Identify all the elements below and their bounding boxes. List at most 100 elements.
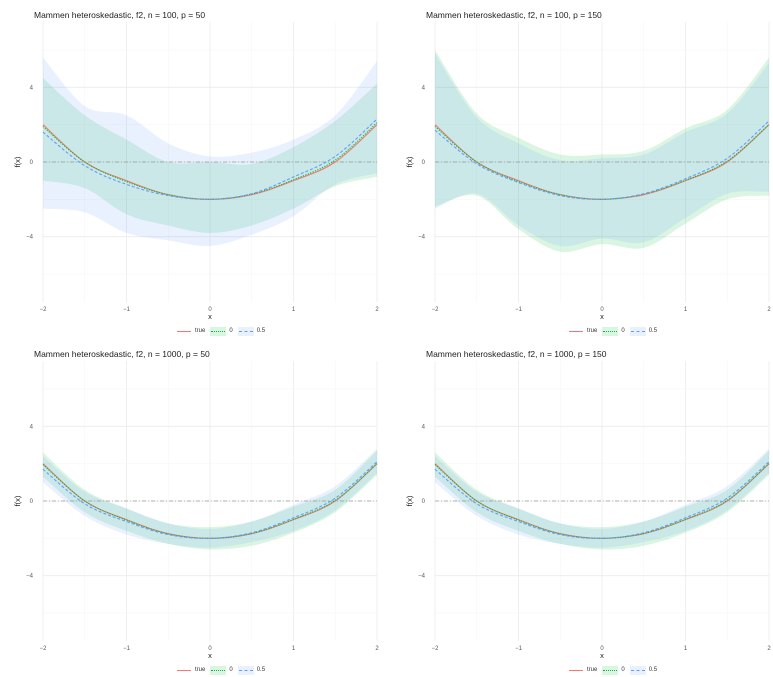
legend-key-0 <box>603 669 618 671</box>
plot-svg: −2 −1 0 1 2 −4 0 4 x f(x) <box>405 22 771 321</box>
x-axis-label: x <box>600 312 604 321</box>
ribbon-05 <box>435 53 769 247</box>
legend-label: 0 <box>229 328 233 334</box>
y-axis-label: f(x) <box>13 495 22 506</box>
x-tick-label: −2 <box>40 307 48 313</box>
panel-title: Mammen heteroskedastic, f2, n = 100, p =… <box>34 10 206 20</box>
legend-label: true <box>587 328 598 334</box>
legend: true 0 0.5 <box>568 664 662 676</box>
legend-swatch <box>629 326 646 336</box>
legend-item: true <box>568 666 597 675</box>
x-tick-label: 2 <box>767 307 771 313</box>
y-tick-label: 4 <box>422 85 426 91</box>
legend-item: 0 <box>210 326 233 336</box>
x-tick-label: 1 <box>292 307 296 313</box>
legend-key-0 <box>211 330 226 332</box>
series-line-05 <box>434 120 770 200</box>
legend-key-0 <box>603 330 618 332</box>
legend-key-true <box>569 330 583 332</box>
legend-item: 0.5 <box>629 665 658 675</box>
plot-svg: −2 −1 0 1 2 −4 0 4 x f(x) <box>405 361 771 660</box>
y-tick-label: 0 <box>30 499 34 505</box>
series-line-0 <box>434 124 770 200</box>
x-axis-label: x <box>600 651 604 660</box>
panel-title: Mammen heteroskedastic, f2, n = 1000, p … <box>426 349 607 359</box>
series-line-true <box>42 124 378 200</box>
legend-swatch <box>176 327 192 336</box>
legend-key-05 <box>238 669 253 671</box>
legend-key-true <box>177 669 191 671</box>
x-tick-label: 0 <box>600 646 604 652</box>
legend-swatch <box>210 326 227 336</box>
legend-label: true <box>195 328 206 334</box>
legend-key-05 <box>630 330 645 332</box>
x-tick-label: −1 <box>123 307 131 313</box>
chart-panel-n1000-p50: Mammen heteroskedastic, f2, n = 1000, p … <box>0 339 386 677</box>
x-axis-label: x <box>208 312 212 321</box>
legend-label: 0.5 <box>256 328 266 334</box>
y-tick-label: 0 <box>30 160 34 166</box>
x-tick-label: −1 <box>515 646 523 652</box>
y-tick-label: 4 <box>30 85 34 91</box>
ribbon-0 <box>435 50 769 253</box>
panel-title: Mammen heteroskedastic, f2, n = 100, p =… <box>426 10 602 20</box>
legend-label: true <box>587 667 598 673</box>
x-tick-label: 2 <box>375 646 379 652</box>
legend-label: 0 <box>621 667 625 673</box>
y-tick-label: −4 <box>418 574 426 580</box>
legend: true 0 0.5 <box>568 325 662 337</box>
y-tick-label: −4 <box>418 235 426 241</box>
x-tick-label: 2 <box>375 307 379 313</box>
legend: true 0 0.5 <box>176 325 270 337</box>
legend-item: true <box>176 666 205 675</box>
legend-key-true <box>569 669 583 671</box>
ribbon-05 <box>43 57 377 247</box>
y-axis-label: f(x) <box>405 156 414 167</box>
y-axis-label: f(x) <box>405 495 414 506</box>
y-axis-label: f(x) <box>13 156 22 167</box>
y-tick-label: −4 <box>26 235 34 241</box>
y-tick-label: 0 <box>422 160 426 166</box>
x-tick-label: 2 <box>767 646 771 652</box>
series-line-05 <box>42 118 378 200</box>
legend-item: 0 <box>602 665 625 675</box>
legend-swatch <box>176 666 192 675</box>
legend-item: true <box>568 327 597 336</box>
legend-item: true <box>176 327 205 336</box>
legend-item: 0.5 <box>237 665 265 675</box>
legend-swatch <box>568 666 584 675</box>
x-tick-label: 1 <box>292 646 296 652</box>
panel-title: Mammen heteroskedastic, f2, n = 1000, p … <box>34 349 210 359</box>
legend-swatch <box>602 665 619 675</box>
plot-svg: −2 −1 0 1 2 −4 0 4 x f(x) <box>13 22 379 321</box>
x-tick-label: −2 <box>40 646 48 652</box>
legend-label: 0.5 <box>648 328 658 334</box>
legend-item: 0 <box>210 665 233 675</box>
series-line-05 <box>434 461 770 539</box>
plot-svg: −2 −1 0 1 2 −4 0 4 x f(x) <box>13 361 379 660</box>
legend-key-05 <box>630 669 645 671</box>
legend-key-05 <box>238 330 253 332</box>
legend-swatch <box>237 326 254 336</box>
y-tick-label: 4 <box>422 424 426 430</box>
legend-key-true <box>177 330 191 332</box>
x-tick-label: 0 <box>208 646 212 652</box>
chart-panel-n100-p50: Mammen heteroskedastic, f2, n = 100, p =… <box>0 0 386 338</box>
y-tick-label: −4 <box>26 574 34 580</box>
legend-key-0 <box>211 669 226 671</box>
x-tick-label: 0 <box>600 307 604 313</box>
legend-label: 0.5 <box>648 667 658 673</box>
ribbon-05 <box>435 448 769 548</box>
legend-label: 0 <box>229 667 233 673</box>
x-tick-label: −1 <box>515 307 523 313</box>
x-tick-label: −2 <box>432 307 440 313</box>
ribbon-05 <box>43 448 377 548</box>
legend-item: 0 <box>602 326 625 336</box>
x-tick-label: −2 <box>432 646 440 652</box>
x-tick-label: −1 <box>123 646 131 652</box>
legend-swatch <box>629 665 646 675</box>
chart-panel-n100-p150: Mammen heteroskedastic, f2, n = 100, p =… <box>392 0 773 338</box>
legend-label: 0 <box>621 328 625 334</box>
ribbon-0 <box>43 78 377 233</box>
